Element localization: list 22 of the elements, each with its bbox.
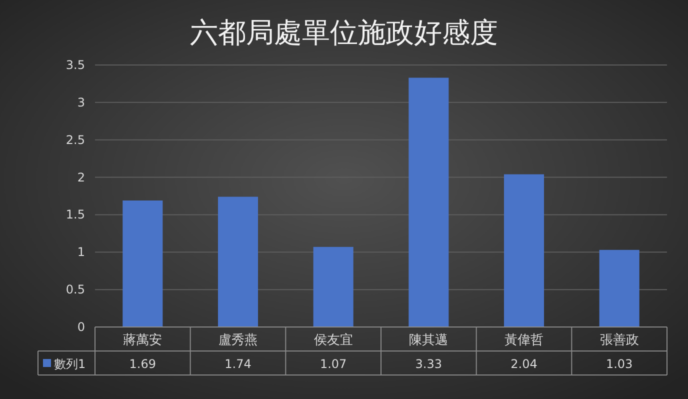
- data-label: 3.33: [415, 357, 442, 371]
- data-label: 2.04: [510, 357, 538, 371]
- data-label: 1.03: [606, 357, 633, 371]
- data-label: 1.69: [129, 357, 156, 371]
- x-tick-label: 張善政: [600, 332, 639, 348]
- y-tick-label: 1: [77, 245, 85, 260]
- chart-title: 六都局處單位施政好感度: [190, 16, 498, 49]
- x-tick-label: 侯友宜: [314, 332, 353, 348]
- x-tick-label: 陳其邁: [409, 333, 448, 348]
- y-tick-label: 3.5: [66, 58, 85, 72]
- x-tick-label: 盧秀燕: [218, 333, 258, 348]
- data-label: 1.07: [320, 357, 347, 371]
- y-tick-label: 2: [77, 170, 85, 184]
- y-tick-label: 2.5: [66, 132, 85, 147]
- y-tick-label: 1.5: [66, 208, 85, 222]
- x-tick-label: 蔣萬安: [123, 332, 162, 348]
- data-label: 1.74: [224, 357, 252, 371]
- legend-label: 數列1: [54, 357, 86, 371]
- y-tick-label: 3: [77, 95, 85, 110]
- x-tick-label: 黃偉哲: [504, 333, 544, 348]
- y-tick-label: 0: [77, 320, 85, 334]
- y-tick-label: 0.5: [66, 282, 85, 297]
